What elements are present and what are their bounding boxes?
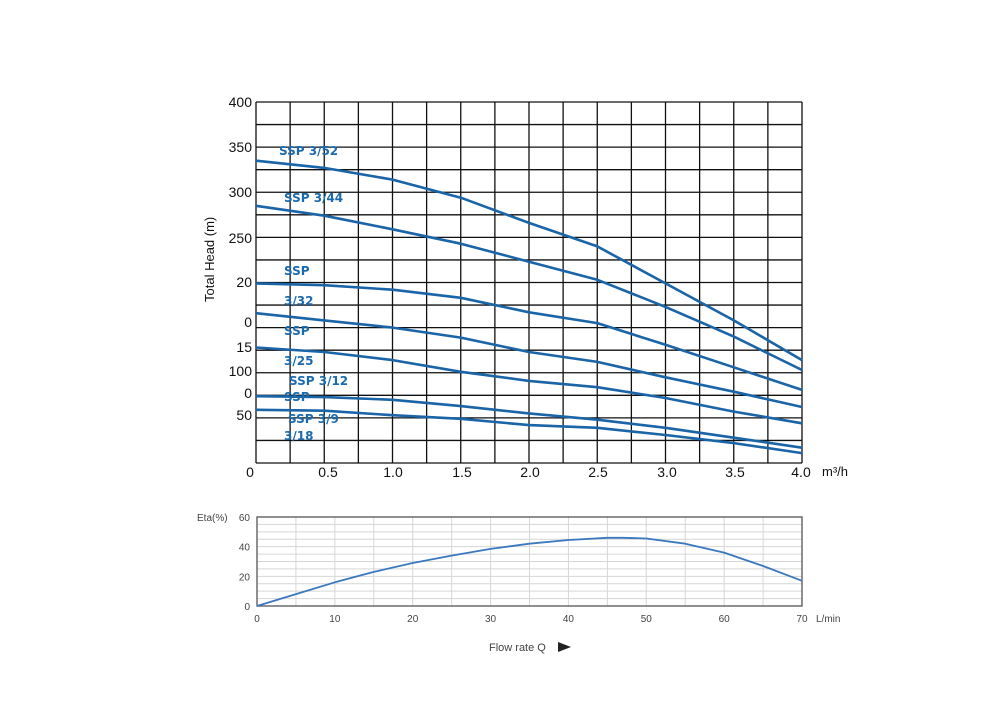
- x-tick-label: 2.0: [520, 464, 540, 480]
- head-curve-labels: SSP 3/52 SSP 3/44 SSP 3/32 SSP 3/25 SSP 3/12 SS…: [279, 144, 348, 443]
- curve-label: SSP 3/12: [289, 374, 348, 388]
- eta-x-tick-label: 20: [407, 614, 419, 625]
- eta-x-tick-label: 30: [485, 614, 497, 625]
- eta-axis-title: Eta(%): [197, 513, 228, 524]
- flow-rate-label: Flow rate Q: [489, 642, 546, 654]
- y-tick-label: 100: [229, 363, 253, 379]
- eta-x-tick-label: 70: [796, 614, 808, 625]
- curve-label: SSP: [284, 324, 310, 338]
- y-tick-label: 0: [244, 385, 252, 401]
- x-tick-label: 2.5: [588, 464, 608, 480]
- eta-axis-ticks: 0 20 40 60 0 10 20 30 40 50 60 70: [239, 513, 808, 625]
- head-curve-series: [255, 282, 803, 392]
- y-tick-label: 250: [229, 230, 253, 246]
- curve-label: SSP: [284, 264, 310, 278]
- curve-label: 3/32: [284, 294, 313, 308]
- curve-label: SSP 3/44: [284, 191, 343, 205]
- x-unit-label: m³/h: [822, 464, 848, 479]
- eta-curve-group: [256, 536, 803, 607]
- head-curve-series: [255, 204, 803, 372]
- x-tick-label: 0: [246, 464, 254, 480]
- curve-label: SSP 3/52: [279, 144, 338, 158]
- eta-x-tick-label: 0: [254, 614, 260, 625]
- eta-curve: [256, 536, 803, 607]
- y-tick-label: 20: [236, 274, 252, 290]
- eta-y-tick-label: 0: [244, 602, 250, 613]
- eta-y-tick-label: 20: [239, 572, 251, 583]
- eta-y-tick-label: 60: [239, 513, 251, 524]
- head-curve-series: [255, 394, 803, 449]
- arrow-right-icon: [558, 642, 571, 652]
- x-tick-label: 4.0: [791, 464, 811, 480]
- eta-y-tick-label: 40: [239, 543, 251, 554]
- eta-chart-grid: [256, 516, 803, 607]
- x-tick-label: 3.5: [725, 464, 745, 480]
- eta-x-tick-label: 40: [563, 614, 575, 625]
- curve-label: SSP: [284, 390, 310, 404]
- y-tick-label: 300: [229, 184, 253, 200]
- curve-label: 3/25: [284, 354, 313, 368]
- eta-plot-frame: [256, 516, 803, 607]
- y-tick-label: 15: [236, 339, 252, 355]
- y-tick-label: 0: [244, 314, 252, 330]
- head-curve-series: [255, 311, 803, 409]
- x-tick-label: 1.5: [452, 464, 472, 480]
- eta-x-unit: L/min: [816, 614, 840, 625]
- x-tick-label: 1.0: [383, 464, 403, 480]
- x-tick-label: 0.5: [318, 464, 338, 480]
- head-curve-series: [255, 408, 803, 455]
- y-tick-label: 400: [229, 94, 253, 110]
- y-tick-label: 50: [236, 407, 252, 423]
- y-axis-title: Total Head (m): [202, 217, 217, 302]
- eta-x-tick-label: 60: [719, 614, 731, 625]
- curve-label: SSP 3/9: [288, 412, 339, 426]
- head-curves: [255, 159, 803, 455]
- eta-x-tick-label: 50: [641, 614, 653, 625]
- x-tick-label: 3.0: [657, 464, 677, 480]
- y-tick-label: 350: [229, 139, 253, 155]
- head-curve-series: [255, 159, 803, 362]
- head-curve-series: [255, 346, 803, 425]
- curve-label: 3/18: [284, 429, 313, 443]
- eta-x-tick-label: 10: [329, 614, 341, 625]
